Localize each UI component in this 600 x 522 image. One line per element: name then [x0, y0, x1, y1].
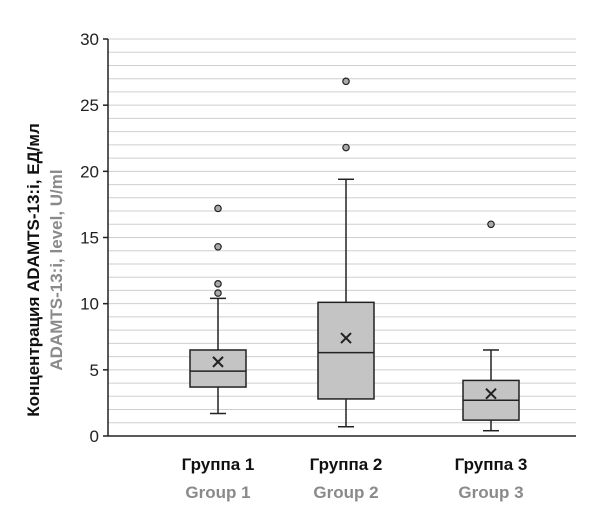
box-group-2 [317, 77, 375, 428]
x-category-label: Группа 3 [455, 455, 528, 474]
y-tick-label: 0 [90, 427, 99, 446]
x-category-label: Группа 1 [182, 455, 255, 474]
x-category-label-en: Group 2 [313, 483, 378, 502]
mean-marker [340, 332, 352, 344]
x-category-label-en: Group 1 [185, 483, 250, 502]
x-category-label-en: Group 3 [458, 483, 523, 502]
x-category-label: Группа 2 [310, 455, 383, 474]
boxplot-series [189, 77, 520, 432]
y-axis-title-en: ADAMTS-13:i, level, U/ml [47, 169, 66, 370]
y-tick-label: 5 [90, 361, 99, 380]
y-tick-label: 10 [80, 295, 99, 314]
box-group-3 [462, 220, 520, 432]
y-tick-label: 20 [80, 162, 99, 181]
y-tick-label: 15 [80, 229, 99, 248]
y-axis-title: Концентрация ADAMTS-13:i, ЕД/мл [24, 123, 43, 417]
grid-lines [108, 38, 576, 424]
outlier-point [214, 242, 222, 251]
outlier-point [214, 204, 222, 213]
box-iqr [317, 301, 375, 400]
outlier-point [214, 280, 222, 288]
x-tick-labels: Группа 1 Group 1 Группа 2 Group 2 Группа 3 Gr… [182, 455, 528, 502]
mean-marker [485, 387, 497, 400]
box-iqr [189, 349, 247, 388]
box-group-1 [189, 204, 247, 415]
outlier-point [342, 143, 350, 152]
outlier-point [487, 220, 495, 229]
outlier-point [342, 77, 350, 86]
y-tick-label: 25 [80, 96, 99, 115]
y-axis: 0 5 10 15 20 25 30 [80, 30, 109, 446]
mean-marker [212, 356, 224, 368]
outlier-point [214, 289, 222, 297]
y-tick-label: 30 [80, 30, 99, 49]
